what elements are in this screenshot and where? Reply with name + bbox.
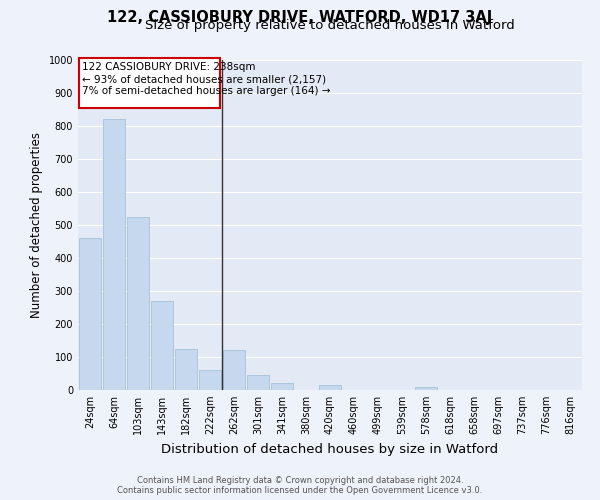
Bar — [127, 217, 149, 390]
Bar — [223, 350, 245, 390]
Bar — [79, 238, 101, 390]
Text: ← 93% of detached houses are smaller (2,157): ← 93% of detached houses are smaller (2,… — [82, 74, 326, 84]
Text: 7% of semi-detached houses are larger (164) →: 7% of semi-detached houses are larger (1… — [82, 86, 330, 96]
FancyBboxPatch shape — [79, 58, 220, 108]
Bar — [103, 120, 125, 390]
Text: 122, CASSIOBURY DRIVE, WATFORD, WD17 3AJ: 122, CASSIOBURY DRIVE, WATFORD, WD17 3AJ — [107, 10, 493, 25]
X-axis label: Distribution of detached houses by size in Watford: Distribution of detached houses by size … — [161, 442, 499, 456]
Bar — [247, 375, 269, 390]
Bar — [175, 349, 197, 390]
Text: Contains HM Land Registry data © Crown copyright and database right 2024.
Contai: Contains HM Land Registry data © Crown c… — [118, 476, 482, 495]
Text: 122 CASSIOBURY DRIVE: 238sqm: 122 CASSIOBURY DRIVE: 238sqm — [82, 62, 255, 72]
Bar — [151, 301, 173, 390]
Bar — [319, 385, 341, 390]
Bar — [271, 384, 293, 390]
Bar — [415, 386, 437, 390]
Y-axis label: Number of detached properties: Number of detached properties — [30, 132, 43, 318]
Bar — [199, 370, 221, 390]
Title: Size of property relative to detached houses in Watford: Size of property relative to detached ho… — [145, 20, 515, 32]
